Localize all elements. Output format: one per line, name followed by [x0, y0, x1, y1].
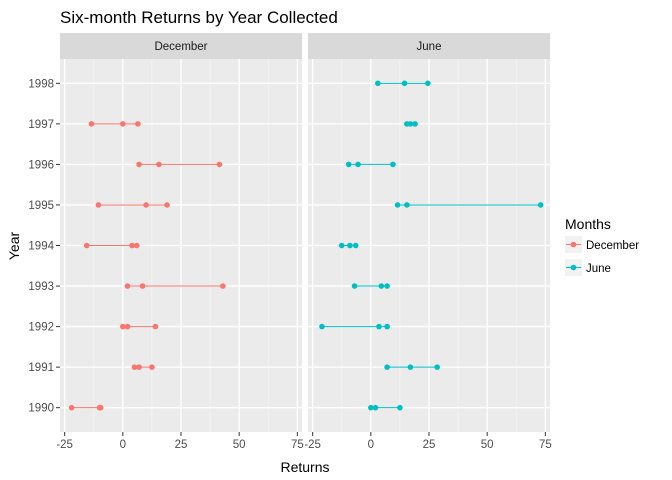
x-axis-december: -25 0 25 50 75: [56, 432, 304, 451]
data-point-june-1996: [390, 161, 396, 168]
data-point-june-1992: [319, 323, 325, 330]
data-point-june-1990: [397, 404, 403, 411]
data-point-december-1994: [83, 242, 90, 249]
data-point-december-1997: [88, 121, 95, 127]
facet-panel-december: December: [60, 33, 302, 432]
legend-label-december: December: [586, 240, 639, 252]
data-point-june-1991: [434, 364, 440, 370]
data-point-june-1994: [352, 242, 359, 249]
data-point-december-1996: [136, 161, 142, 168]
x-tick-label: 75: [291, 439, 304, 451]
data-point-december-1992: [152, 323, 159, 330]
y-tick-label: 1997: [28, 119, 54, 131]
y-axis: 1990 1991 1992 1993 1994 1995 1996 1997 1998: [28, 78, 60, 415]
data-point-june-1996: [345, 161, 352, 168]
data-point-december-1990: [68, 404, 75, 411]
x-tick-label: -25: [56, 439, 73, 451]
data-point-december-1992: [124, 323, 131, 330]
series-marks-june: [319, 80, 544, 411]
x-tick-label: 0: [120, 439, 126, 451]
data-point-june-1991: [384, 364, 390, 370]
legend-items: December June: [565, 236, 639, 276]
data-point-june-1993: [384, 283, 390, 289]
data-point-june-1998: [375, 80, 381, 87]
legend-key-point-december: [570, 241, 577, 248]
data-point-june-1995: [404, 202, 410, 208]
data-point-june-1995: [394, 202, 401, 208]
data-point-june-1990: [372, 404, 379, 411]
data-point-december-1991: [136, 364, 142, 370]
data-point-june-1998: [401, 80, 408, 87]
series-marks-december: [68, 121, 226, 411]
y-tick-label: 1995: [28, 200, 54, 212]
data-point-december-1995: [164, 202, 170, 208]
data-point-december-1994: [129, 242, 135, 249]
data-point-december-1993: [139, 283, 146, 289]
y-tick-label: 1990: [28, 403, 54, 415]
data-point-december-1996: [216, 161, 223, 168]
data-point-december-1991: [149, 364, 155, 370]
facet-strip-june: [308, 33, 550, 59]
legend-title: Months: [565, 216, 611, 232]
data-point-june-1998: [425, 80, 431, 87]
data-point-december-1990: [97, 404, 104, 411]
y-tick-label: 1994: [28, 241, 54, 253]
x-axis-title: Returns: [280, 459, 329, 475]
data-point-december-1997: [135, 121, 141, 127]
data-point-june-1992: [384, 323, 390, 330]
data-point-june-1997: [412, 121, 418, 127]
data-point-december-1996: [156, 161, 162, 168]
data-point-june-1990: [368, 404, 374, 411]
y-tick-label: 1993: [28, 281, 54, 293]
y-tick-label: 1996: [28, 159, 54, 171]
facet-panel-june: June: [308, 33, 550, 432]
x-tick-label: -25: [304, 439, 321, 451]
facet-strip-december: [60, 33, 302, 59]
data-point-june-1993: [378, 283, 385, 289]
facet-strip-label-june: June: [417, 41, 442, 53]
data-point-december-1995: [95, 202, 102, 208]
data-point-december-1994: [133, 242, 140, 249]
data-point-december-1992: [120, 323, 126, 330]
x-tick-label: 25: [175, 439, 188, 451]
data-point-december-1997: [120, 121, 126, 127]
gridlines-june: [308, 59, 550, 432]
chart-title: Six-month Returns by Year Collected: [60, 8, 338, 27]
facet-strip-label-december: December: [154, 41, 207, 53]
data-point-june-1993: [351, 283, 358, 289]
data-point-june-1997: [407, 121, 414, 127]
x-tick-label: 75: [539, 439, 552, 451]
data-point-june-1995: [537, 202, 544, 208]
data-point-june-1994: [347, 242, 353, 249]
data-point-december-1991: [131, 364, 138, 370]
x-tick-label: 50: [481, 439, 494, 451]
x-tick-label: 50: [233, 439, 246, 451]
y-tick-label: 1991: [28, 362, 54, 374]
legend: Months December June: [565, 216, 639, 276]
y-axis-title: Year: [6, 232, 22, 261]
y-tick-label: 1998: [28, 78, 54, 90]
data-point-june-1996: [355, 161, 361, 168]
data-point-december-1995: [143, 202, 149, 208]
legend-label-june: June: [586, 263, 611, 275]
data-point-june-1992: [376, 323, 382, 330]
x-axis-june: -25 0 25 50 75: [304, 432, 552, 451]
y-tick-label: 1992: [28, 322, 54, 334]
data-point-december-1993: [220, 283, 226, 289]
data-point-june-1991: [407, 364, 414, 370]
x-tick-label: 0: [368, 439, 374, 451]
data-point-june-1994: [338, 242, 345, 249]
legend-key-point-june: [570, 264, 577, 271]
x-tick-label: 25: [423, 439, 436, 451]
data-point-december-1993: [124, 283, 131, 289]
